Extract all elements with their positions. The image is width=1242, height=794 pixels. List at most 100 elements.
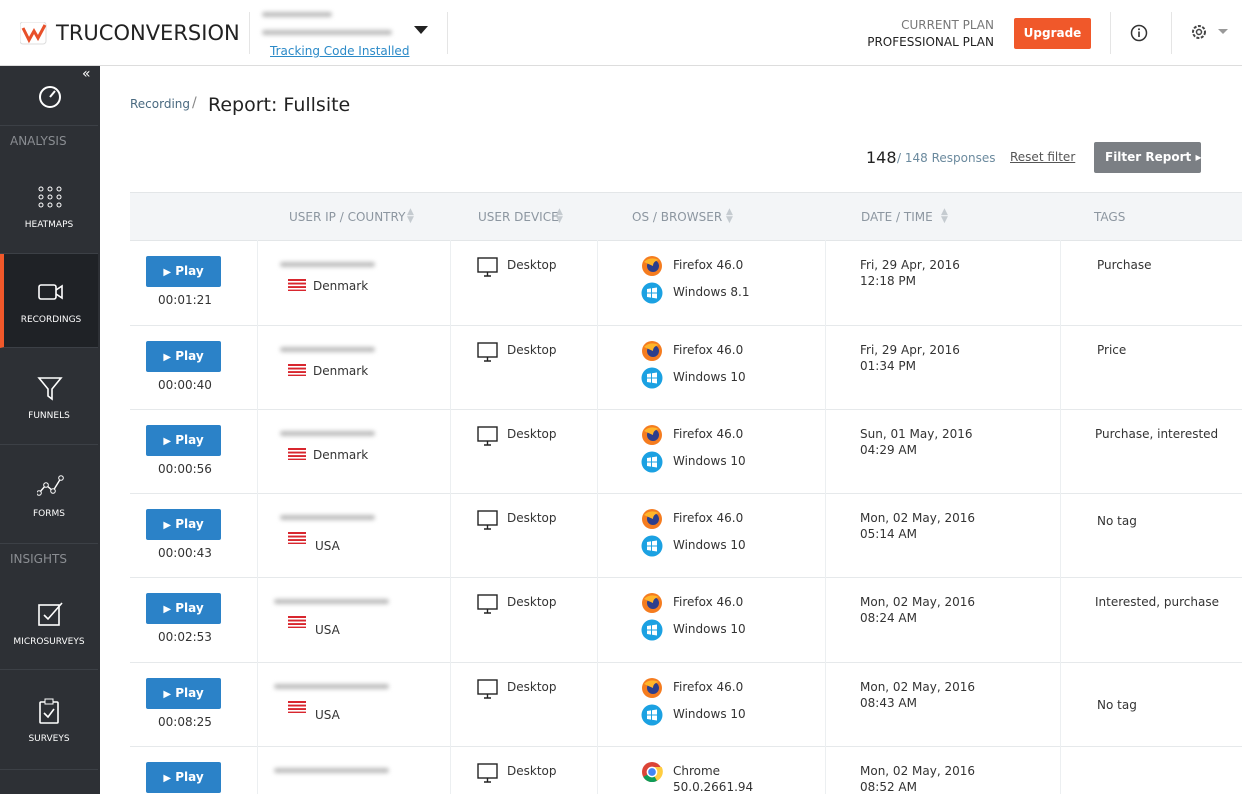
blurred-ip <box>280 515 375 520</box>
os-icon <box>641 704 663 729</box>
country: USA <box>315 539 340 553</box>
duration: 00:02:53 <box>158 630 212 644</box>
tags: Purchase, interested <box>1095 427 1219 441</box>
upgrade-button[interactable]: Upgrade <box>1014 18 1091 49</box>
play-button[interactable]: ▶ Play <box>146 425 221 456</box>
column-divider <box>257 577 258 662</box>
column-divider <box>597 746 598 794</box>
device-icon <box>477 679 499 702</box>
nav-label[interactable]: RECORDINGS <box>20 315 82 325</box>
sort-icon[interactable]: ▲ ▼ <box>407 207 414 225</box>
country: Denmark <box>313 448 369 462</box>
column-divider <box>257 240 258 325</box>
row-divider <box>130 746 1242 747</box>
browser-icon <box>641 508 663 533</box>
column-divider <box>825 409 826 493</box>
duration: 00:08:25 <box>158 715 212 729</box>
nav-label[interactable]: FUNNELS <box>28 410 70 421</box>
play-label[interactable]: Play <box>175 601 204 615</box>
column-header: DATE / TIME <box>861 210 933 224</box>
play-label[interactable]: Play <box>175 349 204 363</box>
filter-button[interactable]: Filter Report ▸ <box>1094 142 1201 173</box>
column-divider <box>597 409 598 493</box>
sort-icon[interactable]: ▲ ▼ <box>556 207 563 225</box>
time: 08:24 AM <box>860 611 917 625</box>
device: Desktop <box>507 511 557 525</box>
tags: Purchase <box>1097 258 1152 272</box>
nav-label[interactable]: FORMS <box>33 508 65 519</box>
plan-label: CURRENT PLAN <box>901 18 994 32</box>
date: Fri, 29 Apr, 2016 <box>860 258 960 272</box>
breadcrumb-link[interactable]: Recording <box>130 97 191 111</box>
os-icon <box>641 451 663 476</box>
section-label: INSIGHTS <box>10 552 67 566</box>
nav-item[interactable]: SURVEYS <box>0 670 98 770</box>
play-button[interactable]: ▶ Play <box>146 762 221 793</box>
response-total: / 148 Responses <box>897 151 996 165</box>
play-button[interactable]: ▶ Play <box>146 256 221 287</box>
date: Mon, 02 May, 2016 <box>860 680 975 694</box>
play-label[interactable]: Play <box>175 686 204 700</box>
column-header: USER DEVICE <box>478 210 559 224</box>
duration: 00:00:56 <box>158 462 212 476</box>
nav-label[interactable]: HEATMAPS <box>24 219 74 230</box>
play-button[interactable]: ▶ Play <box>146 593 221 624</box>
column-divider <box>1060 662 1061 746</box>
blurred-ip <box>280 347 375 352</box>
column-divider <box>597 662 598 746</box>
play-button[interactable]: ▶ Play <box>146 341 221 372</box>
tracking-link[interactable]: Tracking Code Installed <box>270 44 410 58</box>
column-divider <box>450 493 451 577</box>
dashboard-item[interactable] <box>0 66 98 126</box>
collapse-icon[interactable]: « <box>82 66 91 82</box>
divider <box>1171 12 1172 54</box>
column-divider <box>450 325 451 409</box>
date: Mon, 02 May, 2016 <box>860 511 975 525</box>
logo-icon <box>20 22 47 45</box>
device-icon <box>477 342 499 365</box>
nav-item[interactable]: RECORDINGS <box>0 254 98 348</box>
browser: Firefox 46.0 <box>673 680 744 694</box>
blurred-site <box>262 12 332 17</box>
nav-item[interactable]: FORMS <box>0 445 98 544</box>
device: Desktop <box>507 427 557 441</box>
os-icon <box>641 282 663 307</box>
nav-item[interactable]: HEATMAPS <box>0 157 98 254</box>
column-header: TAGS <box>1094 210 1126 224</box>
play-label[interactable]: Play <box>175 517 204 531</box>
browser: Chrome <box>673 764 721 778</box>
settings-icon[interactable] <box>1190 23 1232 41</box>
play-button[interactable]: ▶ Play <box>146 678 221 709</box>
blurred-site <box>262 30 392 35</box>
browser: Firefox 46.0 <box>673 595 744 609</box>
os: Windows 10 <box>673 538 746 552</box>
nav-label[interactable]: MICROSURVEYS <box>13 636 85 647</box>
nav-item[interactable]: FUNNELS <box>0 348 98 445</box>
flag-icon <box>288 364 306 379</box>
play-label[interactable]: Play <box>175 264 204 278</box>
os: Windows 10 <box>673 622 746 636</box>
nav-item[interactable]: MICROSURVEYS <box>0 575 98 670</box>
play-label[interactable]: Play <box>175 433 204 447</box>
blurred-ip <box>274 768 389 773</box>
tags: Interested, purchase <box>1095 595 1219 609</box>
reset-filter[interactable]: Reset filter <box>1010 150 1076 164</box>
play-button[interactable]: ▶ Play <box>146 509 221 540</box>
sort-icon[interactable]: ▲ ▼ <box>941 207 948 225</box>
device-icon <box>477 763 499 786</box>
time: 05:14 AM <box>860 527 917 541</box>
os-icon <box>641 535 663 560</box>
filter-label[interactable]: Filter Report <box>1105 150 1192 164</box>
play-label[interactable]: Play <box>175 770 204 784</box>
info-icon[interactable] <box>1130 24 1148 42</box>
nav-label[interactable]: SURVEYS <box>28 734 70 744</box>
tags: Price <box>1097 343 1127 357</box>
device: Desktop <box>507 343 557 357</box>
column-divider <box>1060 746 1061 794</box>
column-divider <box>825 240 826 325</box>
date: Mon, 02 May, 2016 <box>860 595 975 609</box>
sort-icon[interactable]: ▲ ▼ <box>726 207 733 225</box>
dropdown-arrow[interactable] <box>414 26 428 34</box>
column-divider <box>257 409 258 493</box>
